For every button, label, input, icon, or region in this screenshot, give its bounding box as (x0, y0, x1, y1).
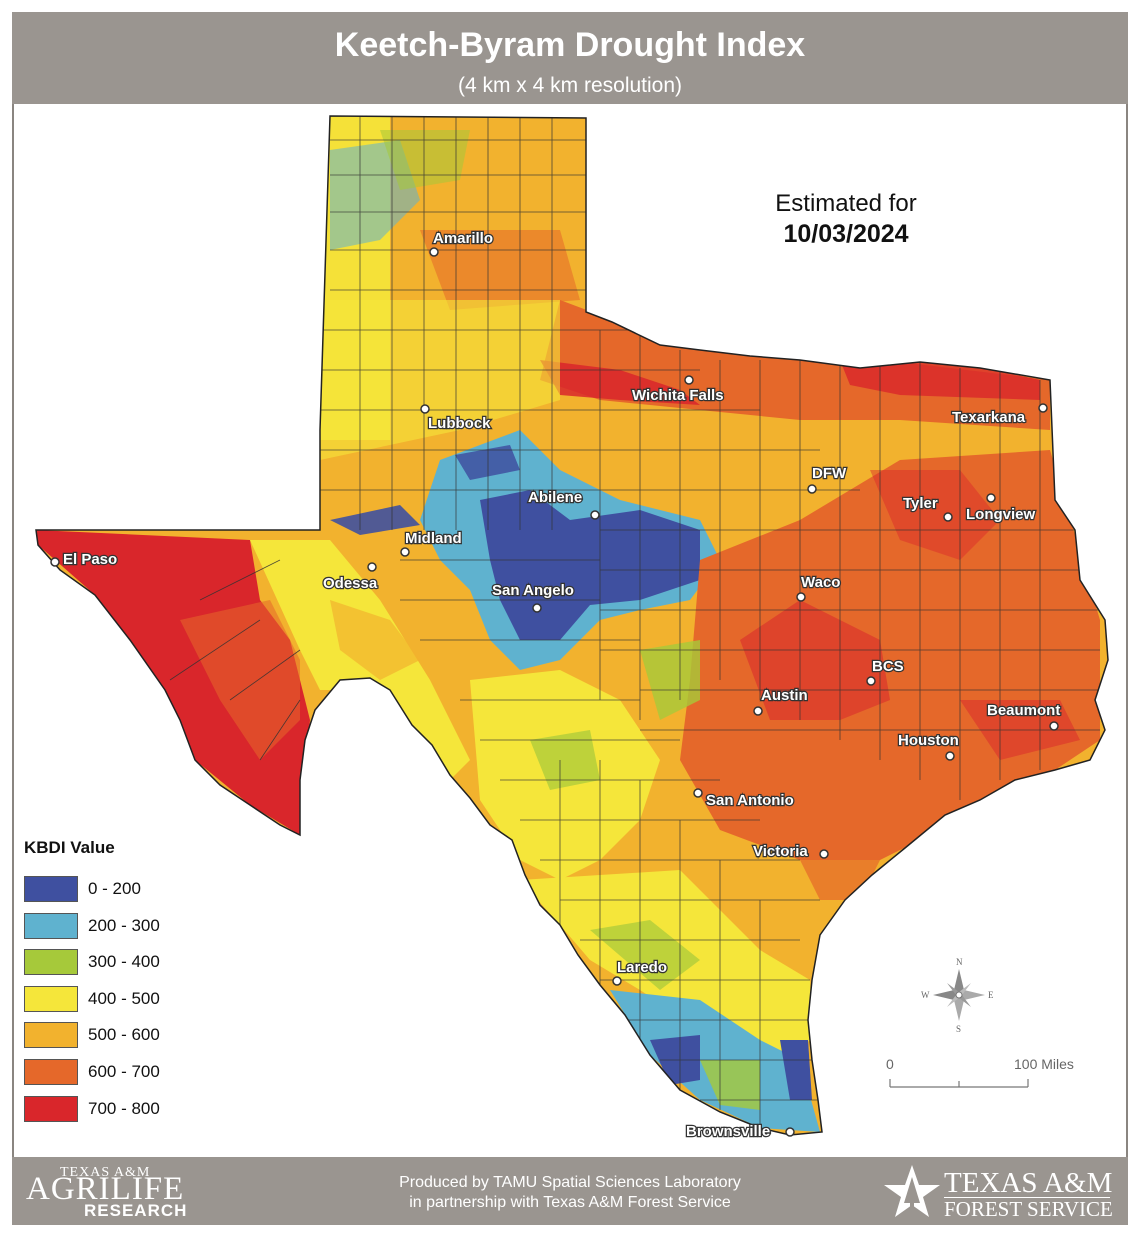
city-label: Waco (801, 574, 840, 591)
legend-item: 300 - 400 (24, 949, 160, 986)
scale-start-label: 0 (886, 1056, 894, 1072)
logo-divider (944, 1197, 1110, 1198)
city-label: San Antonio (706, 792, 794, 809)
city-label: Odessa (323, 575, 378, 592)
city-longview[interactable]: Longview (965, 493, 1037, 524)
city-label: Abilene (528, 489, 582, 506)
legend-swatch (24, 985, 78, 1012)
city-label: Amarillo (433, 230, 493, 247)
credit-text: Produced by TAMU Spatial Sciences Labora… (12, 1173, 1128, 1213)
city-austin[interactable]: Austin (753, 686, 809, 716)
city-label: Texarkana (952, 409, 1026, 426)
city-label: Beaumont (987, 702, 1060, 719)
legend-label: 700 - 800 (88, 1098, 160, 1118)
compass-n: N (956, 957, 963, 967)
city-label: Victoria (753, 843, 808, 860)
title-bar: Keetch-Byram Drought Index (4 km x 4 km … (12, 12, 1128, 104)
compass-w: W (921, 990, 930, 1000)
city-label: BCS (872, 658, 904, 675)
legend-item: 200 - 300 (24, 912, 160, 950)
legend: KBDI Value 0 - 200 200 - 300 300 - 400 400 … (24, 838, 160, 1133)
city-tyler[interactable]: Tyler (902, 494, 953, 522)
legend-swatch (24, 1095, 78, 1122)
city-label: Brownsville (686, 1123, 770, 1140)
city-victoria[interactable]: Victoria (752, 842, 829, 861)
city-texarkana[interactable]: Texarkana (951, 403, 1048, 427)
legend-item: 700 - 800 (24, 1095, 160, 1133)
legend-title: KBDI Value (24, 838, 115, 857)
city-abilene[interactable]: Abilene (527, 488, 600, 520)
city-label: DFW (812, 465, 847, 482)
city-san-angelo[interactable]: San Angelo (491, 581, 575, 613)
city-label: El Paso (63, 551, 117, 568)
legend-swatch (24, 1058, 78, 1085)
legend-item: 500 - 600 (24, 1022, 160, 1059)
estimate-date: 10/03/2024 (783, 220, 909, 248)
city-lubbock[interactable]: Lubbock (420, 404, 492, 433)
city-san-antonio[interactable]: San Antonio (693, 788, 795, 810)
credit-line1: Produced by TAMU Spatial Sciences Labora… (399, 1174, 741, 1191)
city-bcs[interactable]: BCS (866, 657, 905, 686)
compass-rose-icon: N S E W (921, 957, 994, 1034)
legend-label: 400 - 500 (88, 988, 160, 1008)
city-odessa[interactable]: Odessa (322, 562, 379, 593)
scale-bar (889, 1079, 1029, 1088)
city-label: Tyler (903, 495, 938, 512)
city-midland[interactable]: Midland (400, 529, 463, 557)
city-wichita-falls[interactable]: Wichita Falls (631, 375, 725, 405)
city-brownsville[interactable]: Brownsville (685, 1122, 795, 1141)
city-laredo[interactable]: Laredo (612, 958, 668, 986)
city-el-paso[interactable]: El Paso (50, 550, 118, 569)
logo-left-line1: TEXAS A&M (60, 1165, 151, 1180)
legend-label: 200 - 300 (88, 915, 160, 935)
forest-service-logo: TEXAS A&M FOREST SERVICE (882, 1163, 1114, 1221)
logo-left-line2: AGRILIFE (26, 1171, 185, 1207)
scale-labels: 0 100 Miles (884, 1054, 1084, 1094)
legend-item: 400 - 500 (24, 985, 160, 1023)
logo-right-line2: FOREST SERVICE (944, 1197, 1113, 1221)
estimate-box: Estimated for 10/03/2024 (746, 190, 946, 249)
city-label: San Angelo (492, 582, 574, 599)
legend-swatch (24, 876, 78, 902)
city-houston[interactable]: Houston (897, 731, 960, 761)
map-subtitle: (4 km x 4 km resolution) (457, 74, 683, 97)
city-waco[interactable]: Waco (796, 573, 842, 602)
city-label: Midland (405, 530, 462, 547)
city-label: Laredo (617, 959, 667, 976)
city-markers: Amarillo Lubbock Wichita Falls Texarkana… (50, 229, 1062, 1141)
legend-swatch (24, 1022, 78, 1049)
compass-e: E (988, 990, 994, 1000)
legend-label: 600 - 700 (88, 1061, 160, 1081)
star-tree-icon (884, 1165, 940, 1217)
legend-swatch (24, 949, 78, 976)
logo-left-line3: RESEARCH (84, 1201, 188, 1220)
map-title: Keetch-Byram Drought Index (334, 26, 806, 64)
legend-swatch (24, 912, 78, 939)
legend-item: 0 - 200 (24, 876, 141, 913)
city-amarillo[interactable]: Amarillo (429, 229, 494, 257)
city-label: Austin (761, 687, 808, 704)
city-label: Wichita Falls (632, 387, 724, 404)
scale-end-label: 100 Miles (1014, 1056, 1074, 1072)
logo-right-line1: TEXAS A&M (944, 1167, 1113, 1199)
city-dfw[interactable]: DFW (807, 464, 848, 494)
city-label: Houston (898, 732, 959, 749)
legend-label: 500 - 600 (88, 1025, 160, 1045)
city-label: Lubbock (428, 415, 491, 432)
credit-line2: in partnership with Texas A&M Forest Ser… (409, 1194, 731, 1211)
city-beaumont[interactable]: Beaumont (986, 701, 1062, 731)
legend-label: 300 - 400 (88, 952, 160, 972)
legend-item: 600 - 700 (24, 1058, 160, 1096)
compass-s: S (956, 1024, 961, 1034)
estimate-label: Estimated for (775, 190, 917, 217)
city-label: Longview (966, 506, 1036, 523)
legend-label: 0 - 200 (88, 879, 141, 898)
kbdi-raster (36, 116, 1108, 1135)
footer-bar: TEXAS A&M AGRILIFE RESEARCH Produced by … (12, 1157, 1128, 1225)
